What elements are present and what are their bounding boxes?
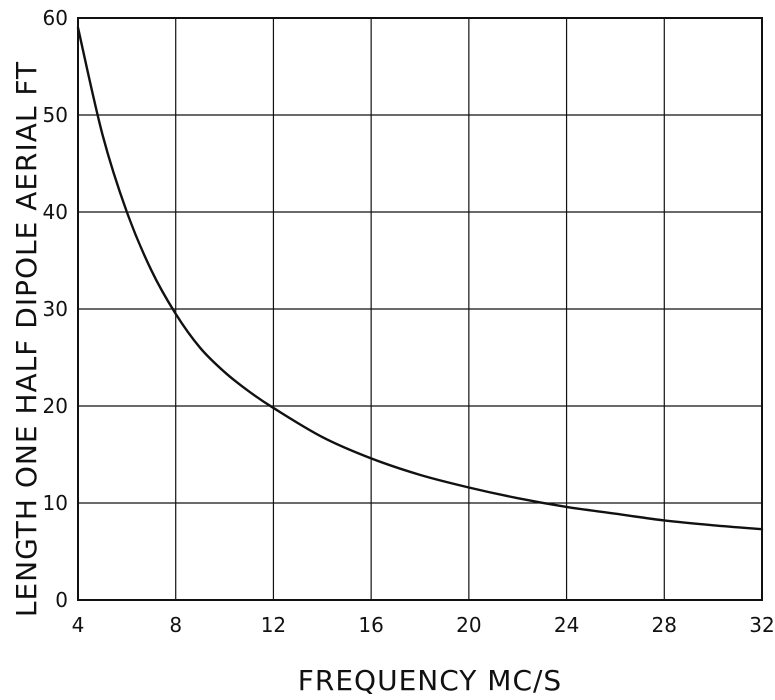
series-layer [76, 26, 764, 531]
x-axis-title: FREQUENCY MC/S [298, 664, 562, 697]
x-tick-label: 12 [261, 613, 286, 637]
x-tick-label: 24 [554, 613, 579, 637]
x-tick-label: 28 [652, 613, 677, 637]
x-tick-label: 16 [358, 613, 383, 637]
y-axis-ticks: 0 10 20 30 40 50 60 [43, 6, 68, 612]
x-axis-ticks: 4 8 12 16 20 24 28 32 [72, 613, 775, 637]
y-tick-label: 30 [43, 297, 68, 321]
y-tick-label: 10 [43, 491, 68, 515]
series-line [76, 26, 764, 531]
y-tick-label: 60 [43, 6, 68, 30]
grid [77, 17, 763, 601]
x-tick-label: 8 [169, 613, 182, 637]
y-axis-title: LENGTH ONE HALF DIPOLE AERIAL FT [10, 61, 43, 617]
y-tick-label: 40 [43, 200, 68, 224]
y-tick-label: 20 [43, 394, 68, 418]
y-tick-label: 50 [43, 103, 68, 127]
x-tick-label: 32 [749, 613, 774, 637]
x-tick-label: 4 [72, 613, 85, 637]
plot-frame [77, 17, 763, 601]
x-tick-label: 20 [456, 613, 481, 637]
y-tick-label: 0 [55, 588, 68, 612]
